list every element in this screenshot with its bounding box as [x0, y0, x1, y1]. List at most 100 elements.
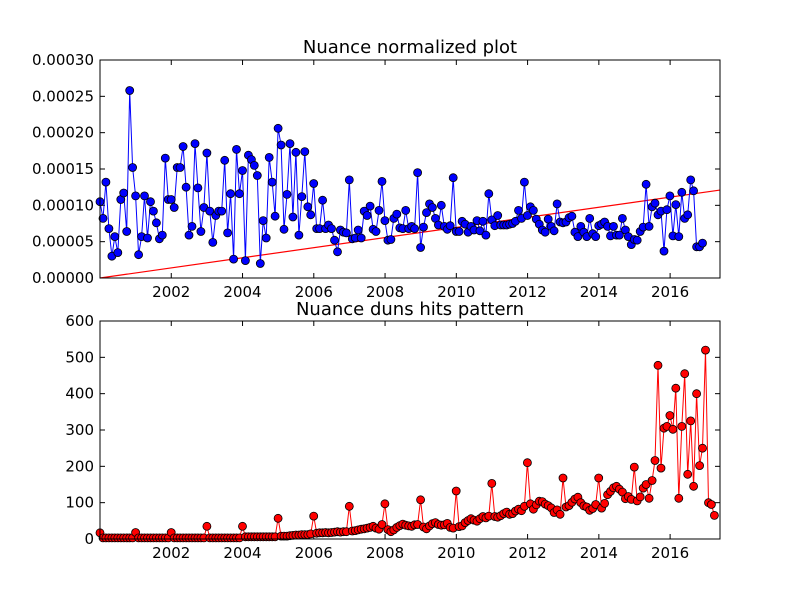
data-point: [255, 259, 265, 268]
y-tick-label: 0.00025: [32, 87, 94, 105]
data-point: [113, 248, 123, 258]
data-point: [282, 189, 292, 199]
data-point: [371, 227, 381, 236]
data-point: [674, 232, 684, 242]
data-point: [591, 232, 601, 242]
data-point: [205, 206, 215, 216]
data-point: [514, 205, 523, 215]
x-tick-label: 2004: [223, 544, 261, 562]
data-point: [353, 225, 363, 235]
data-point: [169, 203, 179, 212]
data-point: [377, 520, 387, 529]
data-point: [356, 233, 366, 243]
data-point: [692, 389, 701, 399]
y-tick-label: 300: [65, 421, 94, 439]
data-point: [341, 228, 351, 238]
data-point: [333, 247, 342, 257]
data-point: [229, 254, 239, 264]
bottom-chart-series: [95, 345, 719, 543]
data-point: [698, 238, 707, 248]
data-point: [101, 177, 111, 187]
data-point: [303, 202, 313, 212]
data-point: [148, 206, 158, 216]
y-tick-label: 0: [84, 530, 94, 548]
data-point: [365, 201, 375, 211]
data-point: [656, 463, 666, 473]
y-tick-label: 0.00030: [32, 51, 94, 69]
data-point: [238, 166, 247, 175]
data-point: [309, 511, 319, 521]
data-point: [448, 173, 458, 183]
data-point: [362, 211, 372, 220]
data-point: [110, 232, 120, 242]
data-point: [680, 369, 690, 379]
x-tick-label: 2012: [508, 544, 546, 562]
data-point: [232, 144, 241, 154]
data-point: [523, 458, 532, 468]
data-point: [374, 205, 384, 215]
data-point: [190, 139, 200, 149]
data-point: [665, 411, 675, 420]
data-point: [134, 250, 144, 260]
data-point: [128, 163, 138, 172]
x-tick-label: 2014: [580, 544, 618, 562]
y-tick-label: 600: [65, 312, 94, 330]
y-tick-label: 0.00020: [32, 124, 94, 142]
x-tick-label: 2002: [152, 544, 190, 562]
x-tick-label: 2014: [580, 283, 618, 301]
data-point: [635, 492, 645, 502]
top-chart-trendline: [99, 189, 721, 279]
data-point: [122, 227, 132, 236]
bottom-chart-title: Nuance duns hits pattern: [296, 299, 524, 320]
data-point: [416, 495, 426, 505]
data-point: [318, 195, 328, 205]
data-point: [698, 443, 707, 453]
data-point: [641, 179, 651, 189]
data-point: [220, 155, 230, 165]
data-point: [178, 142, 188, 151]
data-point: [594, 473, 604, 483]
y-tick-label: 200: [65, 457, 94, 475]
top-chart-x-axis: 2002 2004 2006 2008 2010 2012 2014 2016: [152, 60, 689, 301]
data-point: [392, 209, 402, 219]
data-point: [98, 213, 108, 223]
data-point: [674, 493, 684, 503]
data-point: [523, 211, 532, 220]
x-tick-label: 2010: [437, 283, 475, 301]
data-point: [249, 160, 259, 170]
data-point: [181, 182, 191, 192]
data-point: [140, 191, 149, 201]
data-point: [436, 200, 446, 210]
x-tick-label: 2006: [295, 544, 333, 562]
data-point: [285, 139, 295, 149]
data-point: [683, 469, 693, 479]
data-point: [653, 360, 663, 370]
data-point: [683, 210, 693, 220]
data-point: [143, 233, 152, 243]
data-point: [419, 222, 428, 232]
data-point: [422, 208, 431, 218]
data-point: [454, 227, 464, 236]
data-point: [294, 230, 304, 240]
data-point: [665, 191, 675, 201]
data-point: [380, 216, 390, 226]
bottom-chart-y-axis: 0 100 200 300 400 500 600: [65, 312, 720, 548]
data-point: [677, 421, 687, 431]
data-point: [196, 227, 206, 236]
x-tick-label: 2010: [437, 544, 475, 562]
data-point: [240, 256, 250, 266]
data-point: [662, 205, 672, 215]
top-chart-frame: [99, 59, 721, 279]
data-point: [184, 230, 194, 240]
x-tick-label: 2008: [366, 544, 404, 562]
data-point: [481, 230, 491, 240]
data-point: [202, 521, 212, 531]
top-chart: Nuance normalized plot 2002 2004 2006 2008 2…: [32, 37, 721, 301]
data-point: [677, 187, 687, 197]
data-point: [644, 493, 654, 503]
data-point: [475, 226, 485, 236]
data-point: [427, 203, 437, 212]
data-point: [401, 205, 411, 215]
data-point: [146, 197, 155, 207]
x-tick-label: 2016: [651, 283, 689, 301]
